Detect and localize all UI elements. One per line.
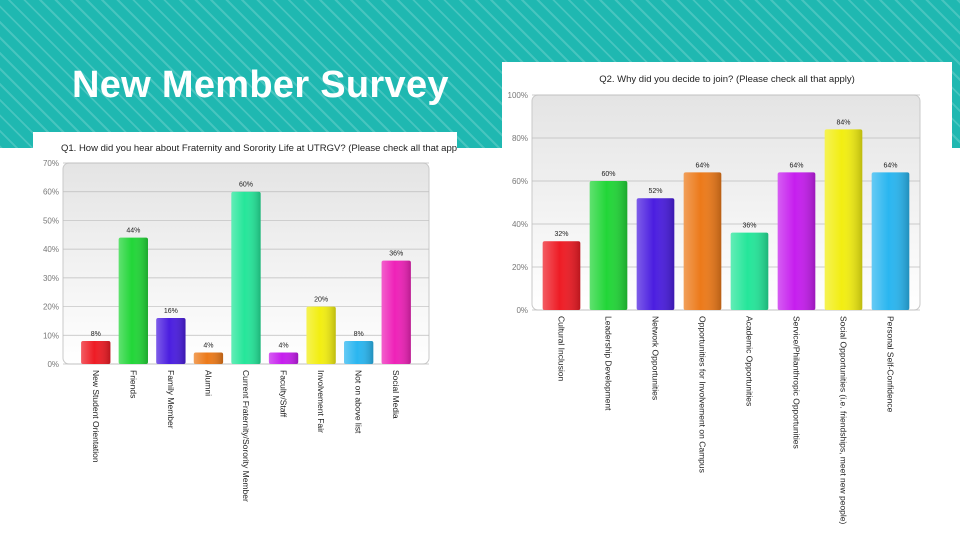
chart-q1-title: Q1. How did you hear about Fraternity an… [61,143,457,154]
chart-q1-bar-group [344,341,374,364]
chart-q2-bar-group [589,181,628,310]
chart-q2-category-label: Opportunities for Involvement on Campus [698,316,708,473]
chart-q2-bar-shade [542,241,581,310]
chart-q2-y-tick-label: 60% [512,177,528,186]
chart-q2-panel: Q2. Why did you decide to join? (Please … [502,62,952,536]
chart-q2-bar-group [683,172,722,310]
chart-q1-y-tick-label: 40% [43,245,59,254]
chart-q2-value-label: 32% [554,231,568,238]
chart-q2-bar-shade [777,172,816,310]
chart-q2-value-label: 36% [742,223,756,230]
chart-q1-bar-shade [306,306,336,364]
chart-q1-value-label: 36% [389,251,403,258]
chart-q1-bar-shade [344,341,374,364]
chart-q2-bar-shade [636,198,675,310]
chart-q1-y-tick-label: 10% [43,331,59,340]
chart-q2-bar-group [730,232,769,310]
chart-q2-bar-shade [683,172,722,310]
chart-q1-category-label: Current Fraternity/Sorority Member [241,370,251,502]
chart-q1-bar-group [306,306,336,364]
chart-q2-category-label: Service/Philanthropic Opportunities [792,316,802,449]
chart-q1-bar-shade [81,341,111,364]
chart-q1-category-label: Involvement Fair [316,370,326,433]
chart-q2-bar-shade [824,129,863,310]
chart-q2-bar-group [636,198,675,310]
chart-q1-value-label: 4% [203,343,213,350]
chart-q2-y-tick-label: 80% [512,134,528,143]
chart-q1-y-tick-label: 30% [43,274,59,283]
chart-q1-value-label: 4% [278,343,288,350]
chart-q2-category-label: Cultural Inclusion [557,316,567,381]
chart-q2: Q2. Why did you decide to join? (Please … [508,74,921,525]
chart-q2-category-label: Social Opportunities (i.e. friendships, … [839,316,849,525]
chart-q2-title: Q2. Why did you decide to join? (Please … [599,74,855,85]
chart-q1-value-label: 8% [354,331,364,338]
chart-q1-category-label: Alumni [203,370,213,396]
chart-q2-bar-group [871,172,910,310]
chart-q1-value-label: 44% [126,228,140,235]
chart-q1-value-label: 60% [239,182,253,189]
chart-q2-bar-group [824,129,863,310]
chart-q2-value-label: 60% [601,171,615,178]
chart-q1-bar-group [193,352,224,364]
chart-q2-value-label: 64% [695,162,709,169]
chart-q1-bar-shade [193,352,224,364]
chart-q1-y-tick-label: 50% [43,216,59,225]
chart-q1-category-label: Faculty/Staff [279,370,289,418]
chart-q1-bar-shade [268,352,299,364]
chart-q1-category-label: Friends [128,370,138,398]
chart-q1-bar-group [381,260,411,364]
chart-q1-category-label: Family Member [166,370,176,429]
chart-q2-y-tick-label: 40% [512,220,528,229]
chart-q2-bar-shade [730,232,769,310]
chart-q1: Q1. How did you hear about Fraternity an… [43,143,457,502]
chart-q1-bar-shade [381,260,411,364]
slide-title: New Member Survey [72,64,449,106]
chart-q1-category-label: Social Media [391,370,401,419]
chart-q1-bar-group [231,191,261,364]
chart-q2-bar-group [542,241,581,310]
chart-q2-bar-shade [871,172,910,310]
chart-q1-panel: Q1. How did you hear about Fraternity an… [33,132,457,536]
chart-q1-value-label: 16% [164,308,178,315]
chart-q2-category-label: Leadership Development [604,316,614,411]
chart-q1-y-tick-label: 70% [43,159,59,168]
chart-q1-bar-group [156,318,186,364]
chart-q1-value-label: 8% [91,331,101,338]
chart-q1-bar-shade [156,318,186,364]
chart-q1-bar-group [118,237,148,364]
chart-q2-category-label: Personal Self-Confidence [886,316,896,413]
chart-q2-y-tick-label: 100% [508,91,528,100]
chart-q2-y-tick-label: 20% [512,263,528,272]
chart-q1-category-label: New Student Orientation [91,370,101,463]
chart-q1-y-tick-label: 20% [43,303,59,312]
chart-q1-y-tick-label: 60% [43,188,59,197]
chart-q1-value-label: 20% [314,297,328,304]
chart-q2-value-label: 52% [648,188,662,195]
chart-q1-category-label: Not on above list [354,370,364,434]
chart-q2-category-label: Academic Opportunities [745,316,755,406]
chart-q1-bar-shade [231,191,261,364]
chart-q1-y-tick-label: 0% [47,360,59,369]
chart-q2-category-label: Network Opportunities [651,316,661,400]
chart-q2-value-label: 64% [789,162,803,169]
chart-q1-bar-group [268,352,299,364]
chart-q2-value-label: 64% [883,162,897,169]
chart-q2-bar-shade [589,181,628,310]
chart-q2-value-label: 84% [836,119,850,126]
chart-q1-bar-shade [118,237,148,364]
chart-q1-bar-group [81,341,111,364]
chart-q2-y-tick-label: 0% [516,306,528,315]
chart-q2-bar-group [777,172,816,310]
